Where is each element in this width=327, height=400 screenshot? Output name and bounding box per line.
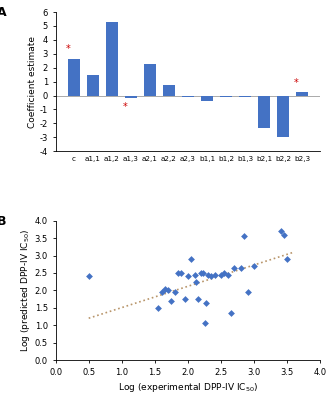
- Point: [185, 273, 191, 280]
- Point: [162, 286, 167, 292]
- Point: [169, 298, 174, 304]
- Point: [203, 299, 209, 306]
- Point: [165, 287, 171, 294]
- Bar: [87, 75, 99, 96]
- Point: [205, 272, 211, 278]
- Bar: [239, 96, 251, 97]
- Point: [156, 305, 161, 311]
- Text: *: *: [66, 44, 71, 54]
- Point: [189, 256, 194, 262]
- Point: [225, 272, 230, 278]
- Point: [192, 272, 197, 278]
- Bar: [296, 92, 308, 96]
- Text: *: *: [294, 78, 299, 88]
- Point: [285, 256, 290, 262]
- Point: [199, 270, 204, 276]
- Point: [218, 272, 224, 278]
- Point: [232, 264, 237, 271]
- Bar: [220, 96, 232, 97]
- Point: [176, 270, 181, 276]
- Point: [159, 289, 164, 295]
- Y-axis label: Coefficient estimate: Coefficient estimate: [28, 36, 37, 128]
- Point: [179, 270, 184, 276]
- Point: [282, 232, 287, 238]
- Bar: [125, 96, 137, 98]
- Bar: [182, 96, 194, 97]
- Bar: [163, 85, 175, 96]
- Bar: [201, 96, 213, 101]
- Point: [222, 270, 227, 276]
- Point: [252, 263, 257, 269]
- Bar: [258, 96, 270, 128]
- Bar: [106, 22, 118, 96]
- Point: [209, 273, 214, 280]
- Bar: [277, 96, 289, 137]
- Point: [202, 320, 207, 327]
- Point: [238, 264, 244, 271]
- Point: [86, 273, 91, 280]
- Point: [182, 296, 187, 302]
- Point: [278, 228, 284, 234]
- Point: [200, 270, 205, 276]
- Point: [172, 289, 177, 295]
- Bar: [144, 64, 156, 96]
- Y-axis label: Log (predicted DPP-IV IC$_{50}$): Log (predicted DPP-IV IC$_{50}$): [19, 229, 32, 352]
- Point: [193, 278, 198, 285]
- Point: [195, 296, 200, 302]
- Text: *: *: [123, 102, 128, 112]
- Text: A: A: [0, 6, 7, 20]
- Text: B: B: [0, 215, 7, 228]
- Point: [229, 310, 234, 316]
- Point: [242, 233, 247, 240]
- Point: [212, 272, 217, 278]
- Bar: [68, 59, 80, 96]
- Point: [245, 289, 250, 295]
- X-axis label: Log (experimental DPP-IV IC$_{50}$): Log (experimental DPP-IV IC$_{50}$): [118, 381, 258, 394]
